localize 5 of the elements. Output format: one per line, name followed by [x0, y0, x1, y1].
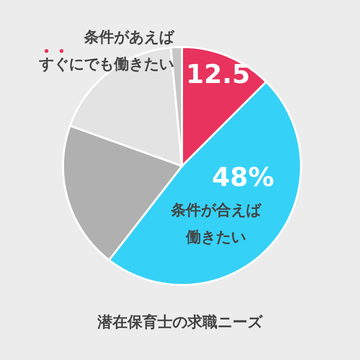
- data-label: 48%: [212, 163, 274, 193]
- slice-label: 条件が合えば働きたい: [170, 201, 262, 246]
- text: 潜在保育士の求職ニーズ: [96, 313, 264, 331]
- slice-label: 条件があえばすぐにでも働きたい: [38, 28, 175, 73]
- data-label: 12.5: [186, 60, 250, 90]
